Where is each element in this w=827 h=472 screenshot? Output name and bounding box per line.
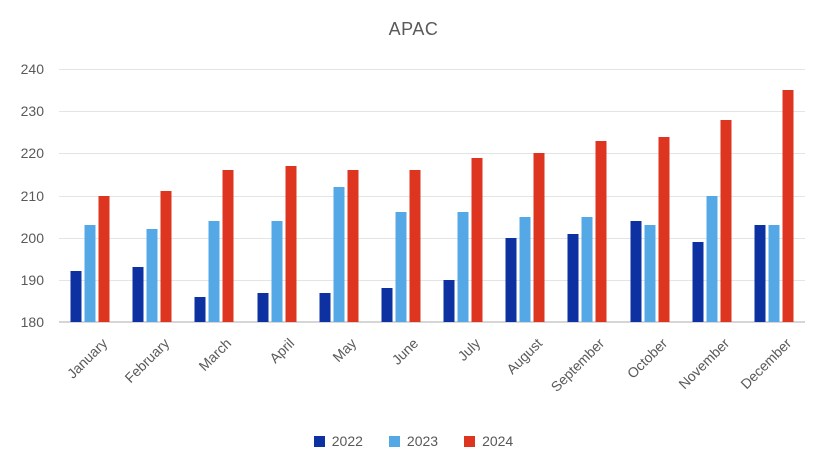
bar-2023-november — [706, 195, 718, 322]
x-tick-label-february: February — [121, 335, 173, 386]
bar-2022-april — [257, 292, 269, 322]
y-tick-label-210: 210 — [20, 187, 44, 204]
bar-2024-july — [471, 157, 483, 322]
bar-group-february — [132, 191, 172, 322]
bar-2022-october — [630, 220, 642, 322]
bar-2024-december — [782, 90, 794, 322]
legend-swatch-2022 — [313, 435, 325, 447]
y-tick-label-230: 230 — [20, 103, 44, 120]
bar-2023-october — [644, 225, 656, 322]
bar-2024-march — [222, 170, 234, 322]
bar-2022-november — [692, 241, 704, 322]
y-tick-label-180: 180 — [20, 314, 44, 330]
x-tick-label-march: March — [195, 335, 235, 374]
gridline — [59, 195, 805, 197]
bar-2024-may — [347, 170, 359, 322]
legend-label-2023: 2023 — [406, 433, 439, 449]
gridline — [59, 69, 805, 70]
x-tick-label-november: November — [675, 335, 733, 392]
x-tick-label-may: May — [329, 335, 360, 366]
bar-2023-may — [333, 187, 345, 322]
legend-swatch-2024 — [464, 435, 476, 447]
y-tick-label-190: 190 — [20, 271, 44, 288]
bar-group-may — [319, 170, 359, 322]
bar-group-june — [381, 170, 421, 322]
x-axis-line — [59, 321, 805, 323]
bar-2023-february — [146, 229, 158, 322]
bar-2023-august — [519, 216, 531, 322]
legend-item-2024: 2024 — [464, 433, 513, 449]
gridline — [59, 111, 805, 113]
x-tick-label-october: October — [623, 335, 670, 382]
bar-2022-march — [194, 296, 206, 322]
bar-group-august — [505, 153, 545, 322]
legend-swatch-2023 — [388, 435, 400, 447]
bar-group-january — [70, 195, 110, 322]
bar-2023-june — [395, 212, 407, 322]
y-tick-label-220: 220 — [20, 145, 44, 162]
bar-2022-january — [70, 271, 82, 322]
bar-2022-february — [132, 267, 144, 322]
bar-group-october — [630, 136, 670, 322]
bar-group-november — [692, 119, 732, 322]
bar-2024-february — [160, 191, 172, 322]
chart-legend: 2022 2023 2024 — [0, 433, 827, 449]
bar-2024-october — [658, 136, 670, 322]
bar-2022-august — [505, 237, 517, 322]
x-tick-label-september: September — [547, 335, 608, 395]
x-tick-label-december: December — [737, 335, 795, 392]
bar-2024-august — [533, 153, 545, 322]
x-tick-label-june: June — [388, 335, 422, 368]
legend-label-2024: 2024 — [482, 433, 514, 449]
bar-2023-september — [581, 216, 593, 322]
bar-2022-july — [443, 279, 455, 322]
bar-2022-september — [567, 233, 579, 322]
gridline — [59, 237, 805, 239]
bar-2022-may — [319, 292, 331, 322]
bar-2023-april — [271, 220, 283, 322]
gridline — [59, 279, 805, 281]
gridline — [59, 153, 805, 155]
x-tick-label-august: August — [503, 335, 546, 378]
legend-label-2022: 2022 — [331, 433, 363, 449]
bar-2022-december — [754, 225, 766, 322]
bar-2024-april — [285, 166, 297, 322]
plot-area — [59, 69, 805, 323]
bar-2023-march — [208, 220, 220, 322]
bar-group-september — [567, 140, 607, 322]
bar-2024-june — [409, 170, 421, 322]
bar-2024-september — [595, 140, 607, 322]
bar-group-july — [443, 157, 483, 322]
bar-group-april — [257, 166, 297, 322]
bar-2022-june — [381, 288, 393, 322]
x-tick-label-april: April — [265, 335, 297, 367]
bar-2023-december — [768, 225, 780, 322]
bar-2024-january — [98, 195, 110, 322]
legend-item-2023: 2023 — [388, 433, 439, 449]
y-tick-label-200: 200 — [20, 229, 44, 246]
bar-2024-november — [720, 119, 732, 322]
y-tick-label-240: 240 — [20, 61, 44, 77]
bar-group-december — [754, 90, 794, 322]
legend-item-2022: 2022 — [313, 433, 363, 449]
chart-title: APAC — [388, 19, 439, 39]
bar-2023-january — [84, 225, 96, 322]
x-tick-label-january: January — [63, 335, 111, 382]
bar-group-march — [194, 170, 234, 322]
bar-2023-july — [457, 212, 469, 322]
x-tick-label-july: July — [454, 335, 484, 364]
